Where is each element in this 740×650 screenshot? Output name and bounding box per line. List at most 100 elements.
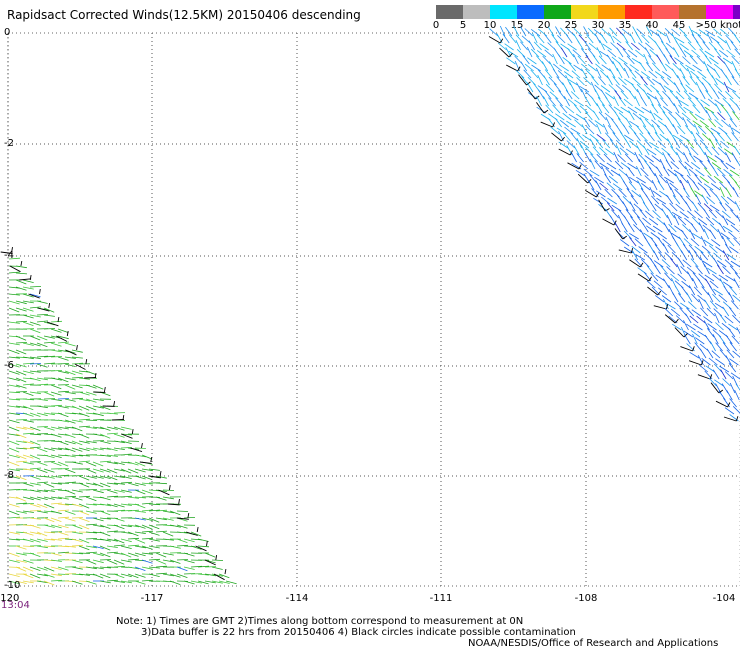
wind-barb — [630, 215, 638, 226]
wind-barb — [718, 390, 726, 401]
wind-barb — [601, 28, 611, 37]
wind-barb — [78, 447, 90, 452]
wind-barb — [639, 61, 647, 72]
wind-barb — [64, 363, 76, 367]
wind-barb — [148, 558, 161, 561]
wind-barb — [619, 147, 629, 156]
wind-barb — [519, 26, 527, 37]
wind-barb — [717, 260, 727, 268]
y-tick-label: 0 — [4, 27, 11, 38]
wind-barb — [629, 232, 639, 240]
wind-barb — [728, 231, 737, 240]
wind-barb — [622, 235, 627, 240]
wind-barb — [639, 132, 648, 142]
wind-barb — [594, 176, 604, 184]
wind-barb — [723, 81, 730, 93]
wind-barb — [574, 99, 584, 107]
wind-barb — [682, 187, 690, 198]
wind-barb — [113, 573, 125, 579]
wind-barb — [29, 370, 41, 373]
legend-label: 20 — [537, 20, 551, 31]
wind-barb — [78, 425, 91, 428]
wind-barb — [691, 201, 699, 212]
wind-barb — [729, 265, 738, 275]
wind-barb — [691, 29, 702, 37]
wind-barb — [652, 225, 663, 233]
wind-barb — [709, 285, 717, 296]
wind-barb — [169, 510, 181, 516]
wind-barb — [22, 510, 34, 513]
wind-barb — [702, 224, 712, 233]
wind-barb — [155, 559, 167, 565]
wind-barb — [588, 180, 595, 191]
wind-barb — [653, 112, 663, 121]
wind-barb — [624, 138, 632, 149]
wind-barb — [722, 215, 729, 226]
wind-barb — [106, 503, 118, 508]
wind-barb — [43, 314, 55, 317]
wind-barb — [544, 34, 552, 44]
wind-barb — [597, 76, 606, 86]
wind-barb — [723, 168, 733, 177]
wind-barb — [650, 236, 658, 247]
wind-barb — [169, 573, 181, 578]
wind-barb — [22, 503, 35, 505]
wind-barb — [29, 377, 41, 382]
wind-barb — [706, 348, 714, 359]
wind-barb — [99, 566, 112, 569]
wind-barb — [92, 566, 104, 570]
wind-barb — [148, 573, 160, 577]
wind-barb — [566, 28, 576, 37]
wind-barb — [576, 138, 583, 149]
wind-barb — [636, 28, 646, 37]
wind-barb — [633, 203, 643, 212]
wind-barb — [683, 320, 689, 331]
wind-barb — [716, 41, 724, 51]
wind-barb — [532, 32, 538, 44]
wind-barb — [555, 97, 563, 107]
wind-barb — [651, 155, 661, 163]
wind-barb — [734, 201, 740, 212]
wind-barb — [634, 106, 645, 114]
wind-barb — [722, 250, 730, 261]
wind-barb — [553, 83, 562, 93]
wind-barb — [628, 69, 637, 79]
wind-barb — [652, 210, 661, 219]
wind-barb — [36, 468, 48, 473]
wind-barb — [139, 461, 152, 464]
wind-barb — [29, 321, 41, 326]
wind-barb — [85, 496, 97, 502]
wind-barb — [698, 29, 709, 37]
wind-barb — [99, 538, 111, 542]
wind-barb — [699, 343, 709, 352]
wind-barb — [654, 147, 664, 156]
wind-barb — [120, 552, 132, 558]
wind-barb — [530, 28, 541, 37]
wind-barb — [735, 103, 740, 111]
wind-barb — [731, 127, 740, 134]
wind-barb — [149, 475, 162, 479]
wind-barb — [71, 496, 83, 501]
wind-barb — [43, 482, 55, 488]
wind-barb — [680, 82, 688, 93]
wind-barb — [78, 460, 91, 463]
wind-barb — [15, 363, 27, 368]
wind-barb — [66, 331, 69, 337]
wind-barb — [64, 468, 76, 474]
wind-barb — [631, 189, 641, 198]
wind-barb — [106, 495, 119, 498]
wind-barb — [50, 524, 62, 529]
wind-barb — [677, 273, 687, 282]
wind-barb — [22, 468, 34, 471]
wind-barb — [694, 113, 705, 121]
wind-barb — [712, 166, 719, 177]
wind-barb — [92, 384, 104, 390]
wind-barb — [725, 162, 736, 170]
wind-barb — [22, 398, 35, 401]
wind-barb — [699, 139, 709, 149]
wind-barb — [733, 145, 740, 156]
wind-barb — [85, 510, 97, 514]
wind-barb — [689, 351, 700, 359]
wind-barb — [78, 418, 91, 421]
wind-barb — [629, 259, 641, 268]
